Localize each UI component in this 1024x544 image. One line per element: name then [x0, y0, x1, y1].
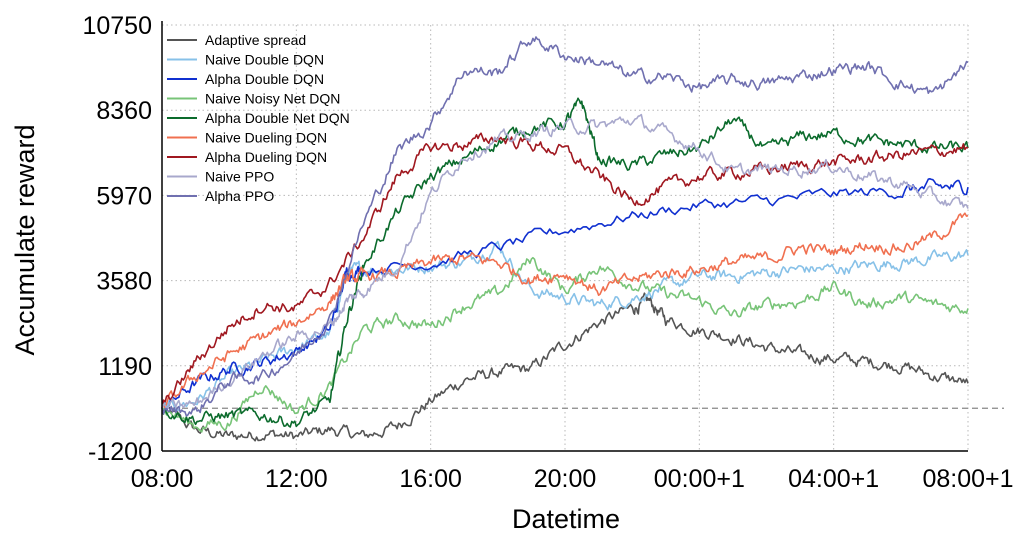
series-layer	[161, 36, 969, 442]
legend-label: Naive Noisy Net DQN	[205, 91, 340, 107]
y-tick-label: 8360	[96, 97, 152, 125]
series-line-3	[161, 256, 969, 433]
y-axis-title: Accumulate reward	[10, 124, 40, 355]
x-tick-label: 08:00+1	[922, 465, 1013, 493]
x-tick-label: 20:00	[534, 465, 597, 493]
legend-label: Adaptive spread	[205, 32, 306, 48]
y-tick-label: 3580	[96, 268, 152, 296]
legend-label: Alpha Double Net DQN	[205, 110, 350, 126]
legend-label: Naive PPO	[205, 169, 274, 185]
series-line-2	[161, 178, 969, 412]
series-line-7	[161, 113, 969, 409]
x-tick-label: 08:00	[131, 465, 194, 493]
series-line-0	[161, 292, 969, 442]
series-line-8	[161, 36, 969, 417]
y-tick-labels: -1200 1190 3580 5970 8360 10750	[82, 12, 152, 466]
y-tick-label: 5970	[96, 182, 152, 210]
axes-layer	[161, 21, 968, 452]
x-axis-title: Datetime	[512, 504, 620, 534]
x-tick-label: 00:00+1	[654, 465, 745, 493]
legend-label: Naive Double DQN	[205, 52, 324, 68]
legend-label: Alpha Dueling DQN	[205, 149, 327, 165]
y-tick-label: 1190	[98, 353, 152, 381]
series-line-5	[161, 212, 969, 409]
y-tick-label: 10750	[82, 12, 152, 40]
x-tick-label: 04:00+1	[788, 465, 879, 493]
x-tick-label: 16:00	[399, 465, 462, 493]
series-line-6	[161, 132, 969, 409]
legend-label: Alpha PPO	[205, 188, 274, 204]
legend: Adaptive spread Naive Double DQN Alpha Dou…	[167, 32, 350, 204]
series-line-4	[161, 97, 969, 428]
x-tick-label: 12:00	[265, 465, 328, 493]
legend-label: Alpha Double DQN	[205, 71, 324, 87]
y-tick-label: -1200	[88, 438, 152, 466]
legend-label: Naive Dueling DQN	[205, 130, 327, 146]
x-tick-labels: 08:00 12:00 16:00 20:00 00:00+1 04:00+1 08:00+…	[131, 465, 1014, 493]
